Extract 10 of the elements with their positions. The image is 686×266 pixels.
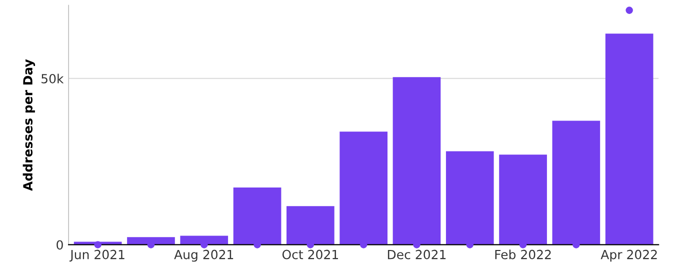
y-axis-title: Addresses per Day bbox=[22, 59, 36, 191]
x-tick-label: Apr 2022 bbox=[600, 250, 657, 262]
bar bbox=[605, 34, 654, 245]
x-tick-label: Aug 2021 bbox=[174, 250, 234, 262]
x-tick-label: Feb 2022 bbox=[495, 250, 551, 260]
x-tick-label: Dec 2021 bbox=[388, 250, 446, 260]
x-tick-label: Jun 2021 bbox=[70, 250, 124, 262]
x-tick-label: Oct 2021 bbox=[282, 250, 338, 260]
y-tick-label: 0 bbox=[56, 240, 63, 250]
y-tick-label: 50k bbox=[42, 74, 64, 84]
